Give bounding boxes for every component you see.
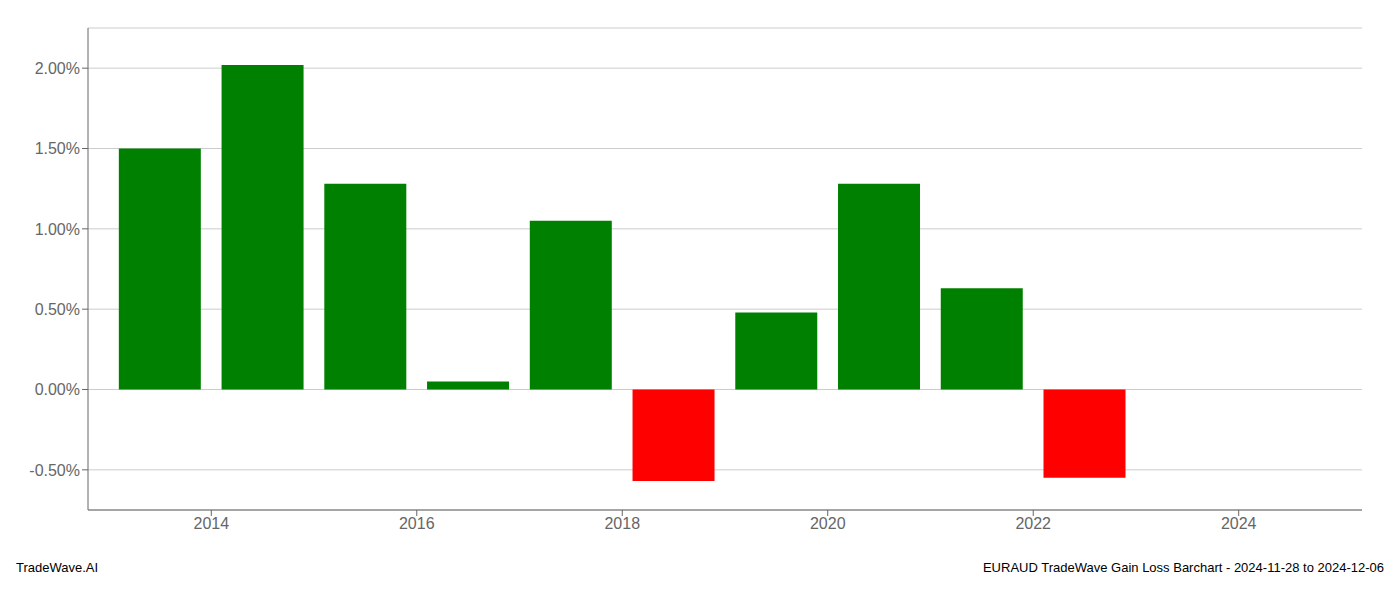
svg-text:2018: 2018 (604, 515, 640, 532)
svg-text:0.00%: 0.00% (35, 381, 80, 398)
svg-text:1.00%: 1.00% (35, 221, 80, 238)
svg-text:2014: 2014 (193, 515, 229, 532)
svg-text:1.50%: 1.50% (35, 140, 80, 157)
html-text:TradeWave.AI: TradeWave.AI (16, 560, 99, 575)
html-text:EURAUD TradeWave Gain Loss Bar: EURAUD TradeWave Gain Loss Barchart - 20… (983, 560, 1384, 575)
svg-text:0.50%: 0.50% (35, 301, 80, 318)
svg-text:2016: 2016 (399, 515, 435, 532)
svg-text:2.00%: 2.00% (35, 60, 80, 77)
svg-text:2020: 2020 (810, 515, 846, 532)
svg-text:-0.50%: -0.50% (29, 462, 80, 479)
svg-text:2022: 2022 (1015, 515, 1051, 532)
svg-text:2024: 2024 (1221, 515, 1257, 532)
